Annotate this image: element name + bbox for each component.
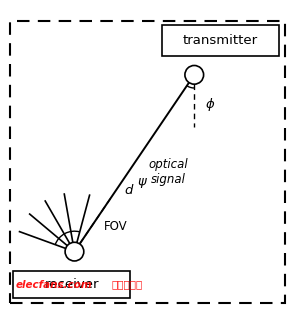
Text: ϕ: ϕ <box>206 98 215 111</box>
Text: receiver: receiver <box>44 278 99 291</box>
Text: elecfans.com: elecfans.com <box>16 280 92 290</box>
Circle shape <box>65 242 84 261</box>
Bar <box>162 25 279 56</box>
Text: d: d <box>124 184 133 197</box>
Text: ψ: ψ <box>137 175 146 188</box>
Circle shape <box>185 65 204 84</box>
Text: transmitter: transmitter <box>183 34 258 47</box>
Text: optical
signal: optical signal <box>148 158 188 186</box>
Bar <box>13 271 130 298</box>
Text: FOV: FOV <box>104 220 127 233</box>
Text: 电子发烧友: 电子发烧友 <box>112 280 143 290</box>
